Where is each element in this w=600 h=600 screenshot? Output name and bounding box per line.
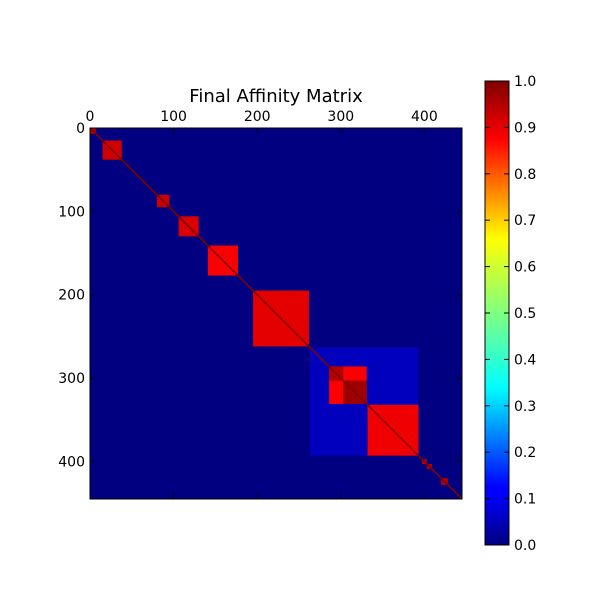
colorbar-ticks: 0.0 0.1 0.2 0.3 0.4 0.5 0.6 0.7 0.8 0.9 1.0 bbox=[485, 74, 536, 554]
y-tick-label: 100 bbox=[58, 204, 85, 220]
colorbar-tick-label: 0.4 bbox=[514, 352, 536, 368]
colorbar-tick-label: 0.6 bbox=[514, 260, 536, 276]
y-tick-label: 200 bbox=[58, 288, 85, 304]
x-tick-label: 0 bbox=[86, 109, 95, 125]
colorbar-tick-label: 0.7 bbox=[514, 213, 536, 229]
colorbar-tick-label: 0.0 bbox=[514, 538, 536, 554]
colorbar-tick-label: 0.5 bbox=[514, 306, 536, 322]
colorbar-tick-label: 0.9 bbox=[514, 120, 536, 136]
x-tick-label: 400 bbox=[411, 109, 438, 125]
colorbar-tick-label: 0.8 bbox=[514, 167, 536, 183]
y-tick-label: 400 bbox=[58, 454, 85, 470]
y-tick-label: 0 bbox=[76, 121, 85, 137]
colorbar-tick-label: 0.3 bbox=[514, 399, 536, 415]
plot-frame bbox=[89, 127, 463, 500]
x-tick-label: 300 bbox=[327, 109, 354, 125]
colorbar-tick-label: 1.0 bbox=[514, 74, 536, 90]
colorbar-tick-label: 0.1 bbox=[514, 492, 536, 508]
heatmap-area bbox=[90, 128, 462, 499]
x-tick-label: 200 bbox=[244, 109, 271, 125]
y-axis-ticks: 0 100 200 300 400 bbox=[58, 121, 462, 470]
colorbar: 0.0 0.1 0.2 0.3 0.4 0.5 0.6 0.7 0.8 0.9 1.0 bbox=[484, 74, 536, 554]
x-tick-label: 100 bbox=[160, 109, 187, 125]
y-tick-label: 300 bbox=[58, 371, 85, 387]
diagonal-line bbox=[90, 128, 462, 499]
x-axis-ticks: 0 100 200 300 400 bbox=[86, 109, 438, 499]
chart-title: Final Affinity Matrix bbox=[189, 86, 363, 107]
colorbar-tick-label: 0.2 bbox=[514, 445, 536, 461]
